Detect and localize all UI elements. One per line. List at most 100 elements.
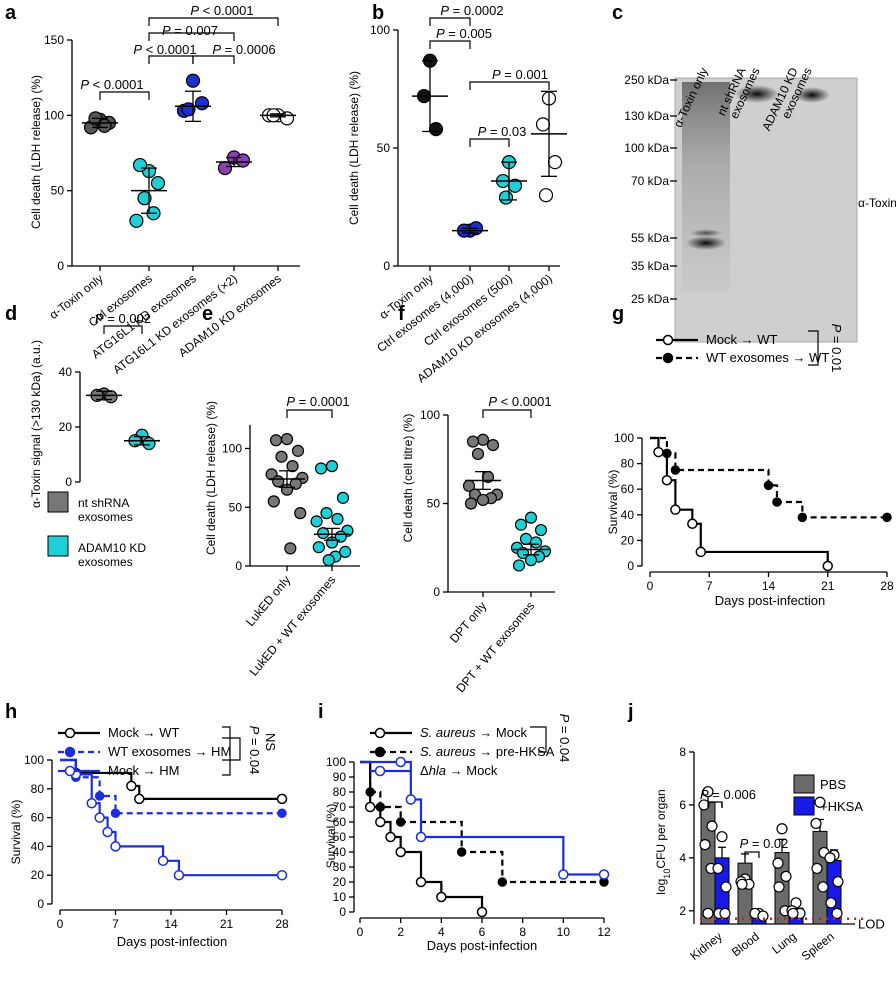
panel-e-y-tick-label: 0: [235, 559, 242, 573]
panel-g-wtexo-wt-censor-point: [772, 497, 782, 507]
panel-j-point-pbs: [736, 878, 748, 890]
panel-i-sa-mock-censor-point: [385, 831, 396, 843]
panel-f-ylabel: Cell death (cell titre) (%): [401, 414, 415, 543]
panel-f-point: [486, 438, 500, 452]
panel-i-y-tick-label: 10: [333, 890, 347, 904]
panel-i-sa-mock-legend-marker: [374, 727, 386, 739]
panel-i-x-tick-label: 0: [357, 925, 364, 939]
panel-f-bracket: [482, 409, 532, 418]
panel-j-point-pbs: [817, 881, 829, 893]
panel-j-x-label: Blood: [729, 929, 762, 959]
legend-swatch-hksa: [793, 796, 815, 816]
panel-i-sa-hksa-censor-point: [365, 787, 375, 797]
panel-e-x-label: LukED + WT exosomes: [246, 573, 338, 679]
panel-g-y-tick-label: 60: [621, 482, 635, 496]
panel-i-ylabel: Survival (%): [324, 804, 338, 869]
blot-band-55kda-upper: [690, 229, 722, 237]
panel-h-wtexo-hm-censor-point: [94, 791, 105, 801]
panel-b-point: [535, 117, 551, 132]
blot-band-label: α-Toxin: [858, 196, 896, 210]
blot-marker-label: 250 kDa: [624, 73, 669, 87]
panel-i-sa-mock-censor-point: [436, 891, 447, 903]
panel-h-bracket-inner: [222, 737, 241, 761]
panel-j-pvalue: P = 0.02: [740, 836, 789, 851]
panel-f-y-tick-label: 0: [433, 585, 440, 599]
panel-b-pvalue: P = 0.005: [436, 26, 492, 41]
blot-marker-label: 70 kDa: [631, 174, 669, 188]
panel-g-wtexo-wt-curve: [650, 436, 887, 519]
panel-i-sa-hksa-censor-point: [395, 817, 406, 827]
panel-g-mock-wt-censor-point: [695, 546, 707, 558]
panel-j-y-tick-label: 8: [679, 745, 686, 759]
panel-h-ylabel: Survival (%): [9, 800, 23, 865]
panel-a-point: [129, 213, 144, 228]
panel-e-point: [280, 433, 294, 446]
panel-e-point: [317, 526, 330, 540]
panel-b-pvalue: P = 0.0002: [440, 3, 503, 18]
panel-i-y-tick-label: 20: [333, 875, 347, 889]
panel-e-point: [320, 507, 333, 520]
panel-j-point-hksa: [757, 910, 769, 922]
panel-h-y-tick-label: 60: [31, 811, 45, 825]
panel-label-d: d: [5, 303, 17, 325]
panel-d-point: [104, 390, 118, 404]
panel-e-point: [284, 542, 297, 555]
panel-h-mock-hm-censor-point: [86, 797, 97, 809]
panel-j-point-pbs: [814, 796, 826, 808]
panel-i-y-tick-label: 0: [339, 905, 346, 919]
panel-h-wtexo-hm-legend-marker: [64, 746, 76, 758]
panel-a-point: [194, 96, 210, 111]
blot-band-lane3-hmw: [794, 87, 830, 103]
panel-j-point-pbs: [780, 870, 792, 882]
panel-b-bracket: [469, 81, 550, 90]
panel-d-ylabel: α-Toxin signal (>130 kDa) (a.u.): [29, 340, 43, 508]
panel-j-point-hksa: [716, 831, 728, 843]
panel-h-mock-wt-censor-point: [276, 793, 288, 805]
panel-a-y-tick-label: 0: [57, 259, 64, 273]
panel-h-wtexo-hm-censor-point: [110, 808, 121, 819]
panel-j-ylabel: log10CFU per organ: [654, 789, 672, 894]
panel-i-sa-hksa-curve: [360, 760, 604, 884]
panel-a-ylabel: Cell death (LDH release) (%): [29, 75, 43, 229]
panel-g-pvalue: P = 0.01: [829, 324, 844, 373]
panel-d-bracket: [103, 325, 143, 334]
panel-j-point-hksa: [712, 862, 724, 875]
panel-h-mock-hm-censor-point: [94, 812, 105, 823]
panel-e-point: [272, 475, 285, 488]
panel-g-x-tick-label: 7: [706, 579, 713, 593]
panel-f-point: [519, 532, 533, 546]
panel-label-a: a: [5, 2, 17, 24]
blot-band-lane2-hmw: [735, 85, 779, 103]
panel-f-point: [476, 493, 490, 507]
panel-label-f: f: [398, 303, 405, 325]
panel-a-pvalue: P = 0.0006: [212, 42, 275, 57]
panel-b-ylabel: Cell death (LDH release) (%): [347, 71, 361, 225]
panel-h-mock-hm-censor-point: [276, 869, 288, 881]
panel-a-point: [185, 73, 201, 88]
panel-e-point: [314, 462, 328, 475]
panel-g-mock-wt-censor-point: [687, 518, 698, 530]
panel-f-x-label: DPT only: [447, 599, 489, 646]
panel-g-mock-wt-legend-label: Mock → WT: [706, 332, 778, 347]
panel-e-point: [294, 507, 307, 520]
panel-e-point: [325, 460, 339, 473]
panel-e-point: [286, 460, 299, 473]
panel-i-sa-mock-censor-point: [364, 801, 376, 813]
panel-b-point: [428, 122, 444, 137]
panel-a-point: [150, 176, 166, 191]
panel-e-point: [291, 444, 305, 457]
panel-b-pvalue: P = 0.03: [478, 124, 527, 139]
blot-marker-label: 130 kDa: [624, 109, 669, 123]
panel-f-point: [512, 559, 526, 572]
panel-g-wtexo-wt-legend-label: WT exosomes → WT: [706, 350, 829, 365]
panel-e-point: [312, 541, 325, 554]
panel-j-bar-pbs: [812, 830, 828, 925]
blot-band-55kda: [686, 236, 726, 250]
panel-i-sa-hksa-censor-point: [497, 877, 508, 887]
panel-h-ns: NS: [263, 733, 278, 751]
panel-i-sa-hksa-censor-point: [375, 802, 386, 812]
panel-i-y-tick-label: 90: [333, 770, 347, 784]
panel-f-point: [514, 518, 528, 531]
panel-f-point: [516, 546, 530, 560]
